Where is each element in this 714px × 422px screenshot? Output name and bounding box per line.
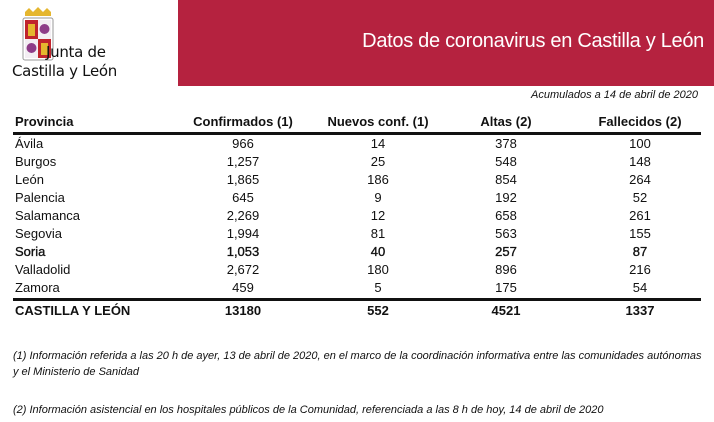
table-cell: 54 [632,280,648,295]
table-row: Burgos 1,257 25 548 148 [13,153,701,171]
province-name: Ávila [15,136,44,151]
data-table: Provincia Confirmados (1) Nuevos conf. (… [13,113,701,320]
column-header: Provincia [15,114,74,129]
table-cell: 14 [370,136,386,151]
table-cell: 5 [374,280,382,295]
province-name: Valladolid [15,262,71,277]
table-cell: 81 [370,226,386,241]
table-cell: 563 [495,226,517,241]
table-cell: 2,672 [226,262,260,277]
table-cell: 25 [370,154,386,169]
table-header: Provincia Confirmados (1) Nuevos conf. (… [13,113,701,135]
table-row: Ávila 966 14 378 100 [13,135,701,153]
logo-text-line2: Castilla y León [12,62,117,80]
logo-text-line1: Junta de [46,43,106,61]
table-cell: 854 [495,172,517,187]
province-name: Zamora [15,280,60,295]
table-row: Zamora 459 5 175 54 [13,279,701,297]
total-cell: 4521 [491,303,521,318]
table-cell: 12 [370,208,386,223]
table-row: León 1,865 186 854 264 [13,171,701,189]
table-cell: 87 [632,244,648,259]
table-cell: 1,053 [226,244,260,259]
coat-of-arms-icon [22,7,54,61]
junta-logo: Junta de Castilla y León [12,6,172,84]
table-cell: 175 [495,280,517,295]
footnote-2: (2) Información asistencial en los hospi… [13,404,604,416]
table-cell: 261 [629,208,651,223]
table-cell: 100 [629,136,651,151]
table-cell: 52 [632,190,648,205]
province-name: León [15,172,44,187]
table-cell: 40 [370,244,386,259]
table-cell: 1,865 [226,172,260,187]
table-total-row: CASTILLA Y LEÓN 13180 552 4521 1337 [13,298,701,320]
footnote-1: (1) Información referida a las 20 h de a… [13,350,702,378]
table-cell: 1,257 [226,154,260,169]
table-cell: 658 [495,208,517,223]
total-cell: 13180 [224,303,262,318]
table-cell: 966 [232,136,254,151]
table-cell: 645 [232,190,254,205]
table-cell: 459 [232,280,254,295]
total-cell: 552 [367,303,389,318]
table-cell: 896 [495,262,517,277]
total-cell: 1337 [625,303,655,318]
table-row: Soria 1,053 40 257 87 [13,243,701,261]
table-cell: 155 [629,226,651,241]
table-cell: 186 [367,172,389,187]
table-cell: 1,994 [226,226,260,241]
date-subtitle: Acumulados a 14 de abril de 2020 [531,89,698,101]
province-name: Burgos [15,154,57,169]
province-name: Soria [15,244,46,259]
page-title: Datos de coronavirus en Castilla y León [362,30,704,52]
table-cell: 192 [495,190,517,205]
table-row: Palencia 645 9 192 52 [13,189,701,207]
table-cell: 180 [367,262,389,277]
table-cell: 257 [495,244,517,259]
table-cell: 378 [495,136,517,151]
table-cell: 264 [629,172,651,187]
province-name: Segovia [15,226,62,241]
table-cell: 148 [629,154,651,169]
province-name: Palencia [15,190,65,205]
table-row: Segovia 1,994 81 563 155 [13,225,701,243]
table-cell: 9 [374,190,382,205]
table-row: Salamanca 2,269 12 658 261 [13,207,701,225]
table-row: Valladolid 2,672 180 896 216 [13,261,701,279]
table-cell: 216 [629,262,651,277]
total-label: CASTILLA Y LEÓN [15,303,131,318]
column-header: Confirmados (1) [193,114,293,129]
table-cell: 548 [495,154,517,169]
column-header: Nuevos conf. (1) [327,114,429,129]
column-header: Altas (2) [480,114,532,129]
column-header: Fallecidos (2) [598,114,682,129]
table-cell: 2,269 [226,208,260,223]
header-banner: Datos de coronavirus en Castilla y León [178,0,714,86]
province-name: Salamanca [15,208,81,223]
